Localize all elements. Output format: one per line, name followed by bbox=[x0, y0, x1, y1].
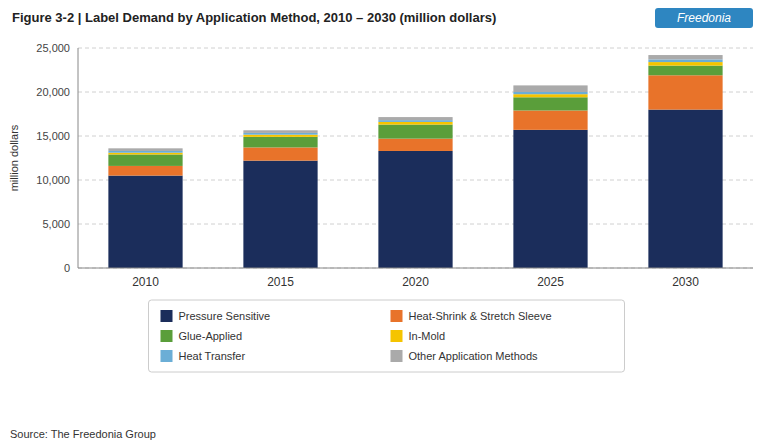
legend: Pressure Sensitive Heat-Shrink & Stretch … bbox=[149, 300, 625, 372]
bar-segment bbox=[243, 147, 317, 160]
y-axis-label: million dollars bbox=[8, 124, 20, 191]
legend-label: Other Application Methods bbox=[409, 350, 539, 362]
bar-segment bbox=[378, 117, 452, 120]
y-tick-label: 25,000 bbox=[36, 42, 70, 54]
legend-swatch bbox=[161, 330, 173, 342]
bar-segment bbox=[648, 55, 722, 59]
bar-segment bbox=[108, 176, 182, 268]
bar-segment bbox=[378, 151, 452, 268]
x-tick-label: 2015 bbox=[267, 275, 294, 289]
bar-segment bbox=[513, 97, 587, 110]
legend-item: Heat-Shrink & Stretch Sleeve bbox=[391, 310, 552, 322]
bar-segment bbox=[648, 75, 722, 109]
legend-swatch bbox=[391, 330, 403, 342]
legend-swatch bbox=[161, 310, 173, 322]
bar-segment bbox=[243, 130, 317, 133]
legend-item: In-Mold bbox=[391, 330, 446, 342]
chart: Figure 3-2 | Label Demand by Application… bbox=[0, 0, 773, 446]
bar-segment bbox=[513, 85, 587, 92]
x-tick-label: 2020 bbox=[402, 275, 429, 289]
bar-segment bbox=[513, 110, 587, 129]
logo-box bbox=[655, 8, 753, 28]
legend-swatch bbox=[391, 350, 403, 362]
bar-segment bbox=[378, 125, 452, 139]
bar-segment bbox=[513, 92, 587, 94]
bar-segment bbox=[648, 110, 722, 268]
y-axis: 0 5,000 10,000 15,000 20,000 25,000 bbox=[36, 42, 753, 274]
bar-segment bbox=[243, 137, 317, 148]
x-tick-label: 2010 bbox=[132, 275, 159, 289]
legend-label: Heat Transfer bbox=[179, 350, 246, 362]
legend-item: Heat Transfer bbox=[161, 350, 246, 362]
x-tick-label: 2030 bbox=[672, 275, 699, 289]
bar-segment bbox=[648, 62, 722, 66]
logo: Freedonia bbox=[655, 8, 753, 28]
y-tick-label: 15,000 bbox=[36, 130, 70, 142]
bar-segment bbox=[378, 120, 452, 122]
bar-segment bbox=[108, 166, 182, 176]
grid-line bbox=[78, 268, 753, 269]
bar-segment bbox=[513, 94, 587, 97]
legend-label: Glue-Applied bbox=[179, 330, 243, 342]
x-axis: 2010 2015 2020 2025 2030 bbox=[132, 275, 699, 289]
bar-segment bbox=[243, 135, 317, 137]
bar-segment bbox=[108, 148, 182, 151]
bar-segment bbox=[648, 66, 722, 76]
x-axis-line bbox=[78, 268, 753, 269]
legend-label: In-Mold bbox=[409, 330, 446, 342]
bar-segment bbox=[108, 151, 182, 153]
legend-item: Other Application Methods bbox=[391, 350, 539, 362]
bars bbox=[108, 55, 722, 268]
x-tick-label: 2025 bbox=[537, 275, 564, 289]
legend-swatch bbox=[161, 350, 173, 362]
bar-segment bbox=[648, 59, 722, 62]
legend-label: Pressure Sensitive bbox=[179, 310, 271, 322]
legend-swatch bbox=[391, 310, 403, 322]
source: Source: The Freedonia Group bbox=[10, 428, 156, 440]
bar-segment bbox=[108, 154, 182, 165]
legend-label: Heat-Shrink & Stretch Sleeve bbox=[409, 310, 552, 322]
bar-segment bbox=[378, 139, 452, 151]
legend-frame bbox=[149, 300, 625, 372]
title: Figure 3-2 | Label Demand by Application… bbox=[12, 10, 496, 25]
y-tick-label: 10,000 bbox=[36, 174, 70, 186]
y-tick-label: 0 bbox=[64, 262, 70, 274]
bar-segment bbox=[378, 122, 452, 125]
y-tick-label: 5,000 bbox=[42, 218, 70, 230]
legend-item: Glue-Applied bbox=[161, 330, 243, 342]
legend-item: Pressure Sensitive bbox=[161, 310, 271, 322]
y-tick-label: 20,000 bbox=[36, 86, 70, 98]
bar-segment bbox=[243, 161, 317, 268]
bar-segment bbox=[243, 133, 317, 135]
logo-text: Freedonia bbox=[677, 11, 731, 25]
y-axis-line bbox=[78, 48, 79, 268]
bar-segment bbox=[108, 153, 182, 155]
bar-segment bbox=[513, 130, 587, 268]
grid-line bbox=[78, 48, 753, 49]
